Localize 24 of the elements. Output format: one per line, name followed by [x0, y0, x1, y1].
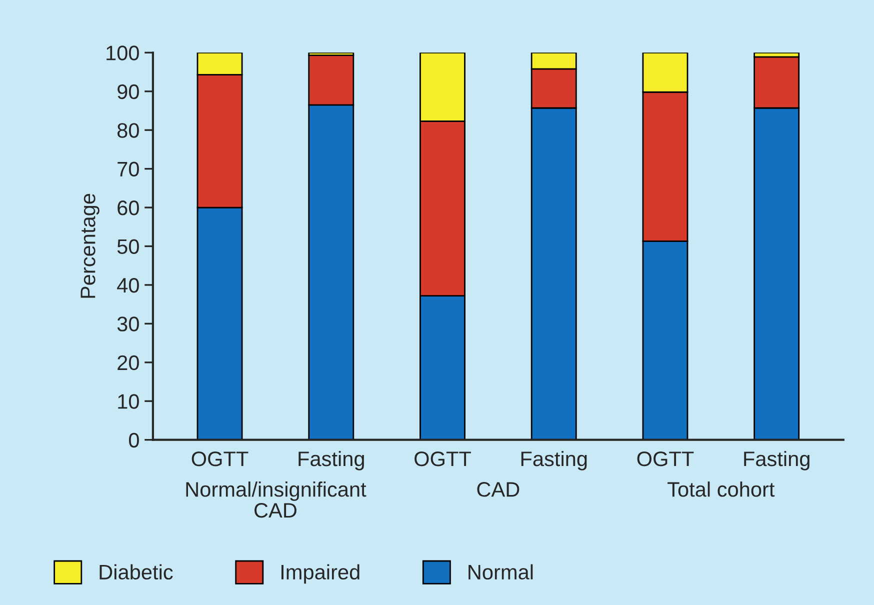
legend-label: Diabetic — [100, 564, 173, 580]
y-tick-label: 100 — [106, 46, 139, 60]
x-tick-label: OGTT — [637, 451, 694, 466]
y-tick-label: 30 — [117, 316, 139, 332]
y-tick-label: 10 — [118, 394, 139, 409]
y-tick-label: 20 — [118, 355, 139, 370]
y-tick-label: 90 — [118, 84, 139, 100]
text: CAD — [477, 482, 520, 497]
legend-label: Normal — [468, 564, 533, 580]
legend-label: Impaired — [282, 564, 360, 584]
y-tick-label: 0 — [128, 432, 139, 448]
y-axis-title: Percentage — [80, 194, 100, 298]
y-tick-label: 60 — [118, 200, 139, 216]
x-tick-label: OGTT — [414, 451, 471, 466]
x-tick-label: OGTT — [192, 451, 248, 466]
text: Total cohort — [668, 482, 775, 497]
y-tick-label: 80 — [117, 123, 139, 138]
text: Normal/insignificant CAD — [186, 482, 366, 518]
y-tick-label: 70 — [118, 162, 139, 177]
x-tick-label: Fasting — [744, 450, 810, 470]
x-tick-label: Fasting — [521, 450, 587, 470]
x-tick-label: Fasting — [298, 450, 364, 470]
y-tick-label: 50 — [117, 239, 139, 254]
y-tick-label: 40 — [117, 278, 139, 293]
